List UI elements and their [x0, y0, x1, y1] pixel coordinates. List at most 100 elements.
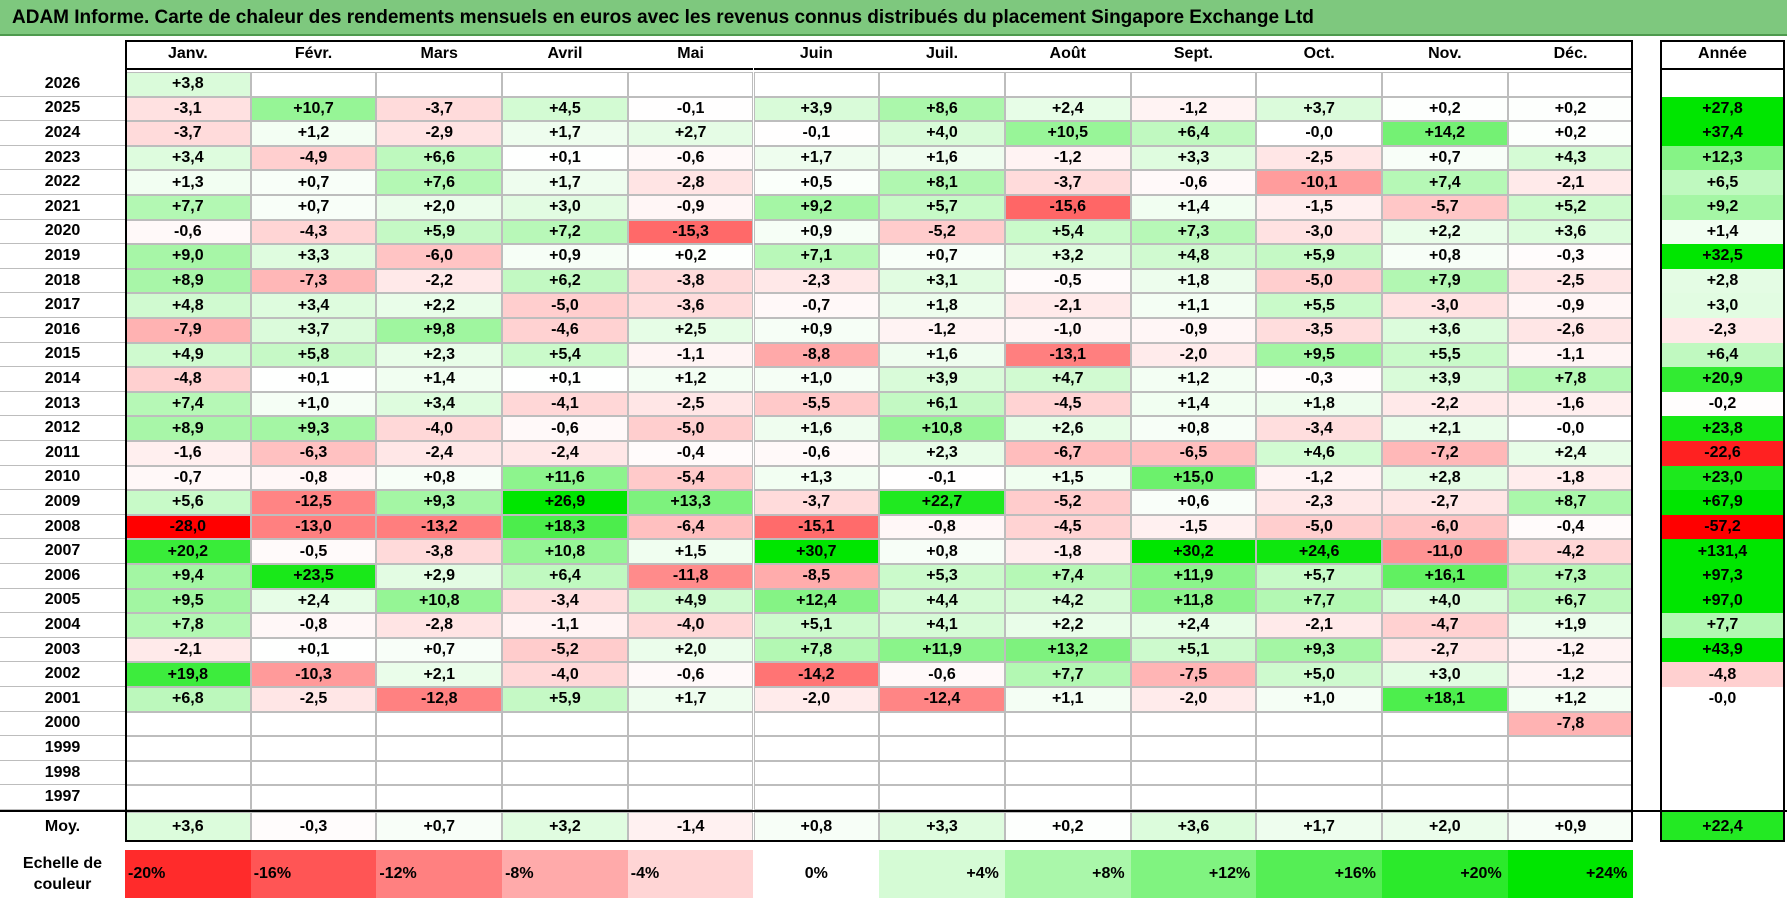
- heatmap-cell: +1,1: [1004, 687, 1131, 712]
- heatmap-cell: -4,1: [502, 391, 628, 417]
- year-label: 1999: [0, 736, 125, 761]
- heatmap-cell: [250, 736, 377, 761]
- heatmap-cell: +4,8: [125, 293, 251, 318]
- heatmap-cell: +1,2: [250, 121, 377, 146]
- heatmap-cell: +2,4: [1004, 96, 1131, 122]
- heatmap-cell: -0,1: [627, 96, 754, 122]
- heatmap-cell: +7,6: [376, 170, 503, 195]
- heatmap-cell: +7,2: [502, 219, 628, 245]
- heatmap-cell: -12,8: [376, 687, 503, 712]
- heatmap-cell: +7,1: [753, 244, 880, 269]
- heatmap-cell: -2,0: [1130, 342, 1257, 368]
- month-header: Juin: [753, 40, 880, 70]
- heatmap-cell: -13,1: [1004, 342, 1131, 368]
- heatmap-cell: +20,2: [125, 539, 251, 564]
- heatmap-cell: +4,9: [627, 588, 754, 614]
- heatmap-cell: +4,8: [1130, 244, 1257, 269]
- heatmap-cell: -2,0: [1130, 687, 1257, 712]
- heatmap-cell: +3,9: [1382, 367, 1508, 392]
- color-scale-label: Echelle de couleur: [22, 855, 103, 893]
- heatmap-cell: [1382, 711, 1508, 737]
- heatmap-cell: -0,4: [627, 441, 754, 466]
- heatmap-cell: +7,4: [125, 391, 251, 417]
- heatmap-cell: -11,0: [1382, 539, 1508, 564]
- heatmap-cell: +5,4: [502, 342, 628, 368]
- heatmap-cell: [502, 736, 628, 761]
- month-header: Sept.: [1130, 40, 1257, 70]
- heatmap-cell: -1,8: [1004, 539, 1131, 564]
- heatmap-cell: +1,5: [627, 539, 754, 564]
- heatmap-cell: +6,4: [1130, 121, 1257, 146]
- year-label: 2025: [0, 97, 125, 122]
- heatmap-cell: -0,5: [250, 539, 377, 564]
- heatmap-cell: [502, 72, 628, 97]
- heatmap-cell: -2,7: [1382, 490, 1508, 515]
- heatmap-cell: +0,5: [753, 170, 880, 195]
- heatmap-cell: +5,5: [1256, 293, 1382, 318]
- heatmap-cell: +10,5: [1004, 121, 1131, 146]
- heatmap-cell: +1,3: [753, 465, 880, 491]
- month-header: Mai: [627, 40, 754, 70]
- heatmap-cell: +11,8: [1130, 588, 1257, 614]
- heatmap-cell: -5,2: [502, 637, 628, 663]
- annual-cell: -0,2: [1660, 391, 1785, 417]
- heatmap-cell: +9,8: [376, 318, 503, 343]
- average-cell: +3,3: [879, 812, 1005, 842]
- heatmap-cell: -5,2: [1004, 490, 1131, 515]
- heatmap-cell: +2,2: [1382, 219, 1508, 245]
- heatmap-cell: [376, 785, 503, 810]
- heatmap-cell: +1,6: [753, 416, 880, 441]
- heatmap-cell: +24,6: [1256, 539, 1382, 564]
- heatmap-cell: [376, 72, 503, 97]
- color-scale-cell: +16%: [1256, 850, 1382, 898]
- average-cell: +3,6: [1130, 812, 1257, 842]
- heatmap-cell: +4,3: [1507, 145, 1634, 171]
- heatmap-cell: +9,5: [1256, 342, 1382, 368]
- heatmap-cell: -1,8: [1507, 465, 1634, 491]
- heatmap-cell: -0,6: [125, 219, 251, 245]
- heatmap-cell: +2,5: [627, 318, 754, 343]
- heatmap-cell: -12,5: [250, 490, 377, 515]
- heatmap-cell: -5,0: [1256, 268, 1382, 294]
- heatmap-cell: +4,5: [502, 96, 628, 122]
- heatmap-cell: -6,0: [1382, 514, 1508, 540]
- heatmap-cell: -3,4: [502, 588, 628, 614]
- month-header: Août: [1004, 40, 1131, 70]
- heatmap-cell: +1,2: [627, 367, 754, 392]
- heatmap-cell: -5,2: [879, 219, 1005, 245]
- heatmap-cell: +1,4: [1130, 391, 1257, 417]
- heatmap-cell: +30,7: [753, 539, 880, 564]
- annual-cell: [1660, 736, 1785, 761]
- heatmap-cell: -4,5: [1004, 391, 1131, 417]
- heatmap-cell: -3,8: [627, 268, 754, 294]
- heatmap-cell: -2,2: [376, 268, 503, 294]
- heatmap-cell: +7,4: [1004, 564, 1131, 589]
- heatmap-cell: +11,6: [502, 465, 628, 491]
- heatmap-cell: -14,2: [753, 662, 880, 687]
- heatmap-cell: +16,1: [1382, 564, 1508, 589]
- heatmap-cell: -6,5: [1130, 441, 1257, 466]
- heatmap-cell: +2,4: [1130, 613, 1257, 638]
- heatmap-cell: +9,0: [125, 244, 251, 269]
- color-scale-cell: +12%: [1130, 850, 1257, 898]
- heatmap-cell: [376, 760, 503, 786]
- heatmap-cell: -7,3: [250, 268, 377, 294]
- heatmap-cell: +0,9: [502, 244, 628, 269]
- heatmap-cell: [1256, 711, 1382, 737]
- month-header: Juil.: [879, 40, 1005, 70]
- heatmap-cell: [376, 736, 503, 761]
- heatmap-cell: +18,1: [1382, 687, 1508, 712]
- heatmap-cell: +3,6: [1382, 318, 1508, 343]
- color-scale-cell: +4%: [879, 850, 1005, 898]
- heatmap-cell: +9,2: [753, 195, 880, 220]
- heatmap-cell: +4,4: [879, 588, 1005, 614]
- heatmap-cell: -2,2: [1382, 391, 1508, 417]
- year-label: 2016: [0, 318, 125, 343]
- annual-cell: +9,2: [1660, 195, 1785, 220]
- heatmap-cell: [250, 760, 377, 786]
- annual-cell: +20,9: [1660, 367, 1785, 392]
- heatmap-cell: +0,1: [250, 367, 377, 392]
- month-header: Déc.: [1507, 40, 1634, 70]
- heatmap-cell: [753, 72, 880, 97]
